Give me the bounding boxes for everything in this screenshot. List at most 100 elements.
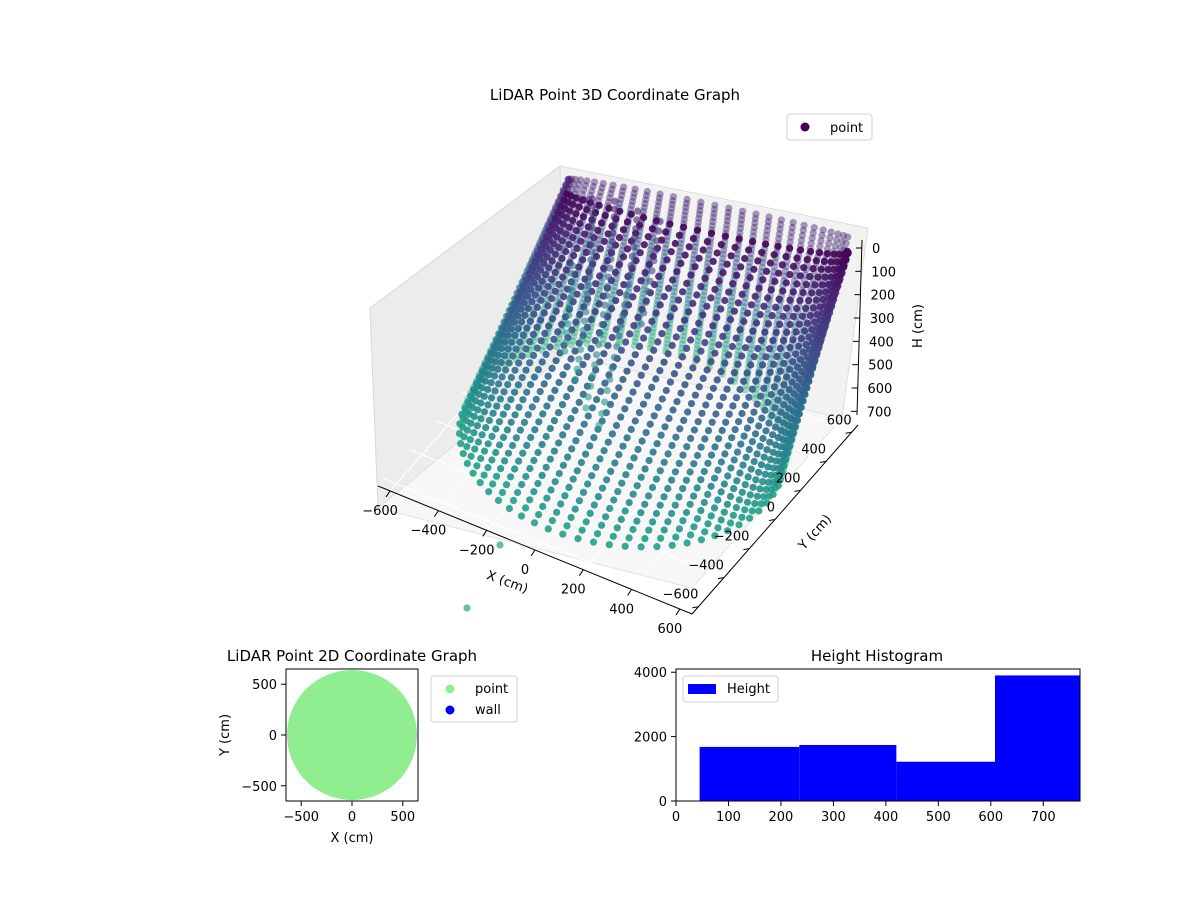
cloud-point xyxy=(707,294,715,302)
cloud-point xyxy=(671,468,680,476)
cloud-point xyxy=(640,241,648,249)
ticks-histogram: 0 100 200 300 400 500 600 700 0 2000 4000 xyxy=(634,666,1056,825)
cloud-point xyxy=(605,541,613,549)
cloud-point xyxy=(572,318,580,326)
cloud-point xyxy=(782,253,790,261)
cloud-point-interior xyxy=(602,292,610,300)
cloud-point xyxy=(530,373,539,381)
cloud-point xyxy=(777,408,785,416)
cloud-point xyxy=(707,451,716,459)
cloud-point xyxy=(640,204,648,212)
cloud-point xyxy=(560,293,568,301)
cloud-point xyxy=(766,259,775,267)
cloud-point xyxy=(664,518,672,526)
cloud-point-interior xyxy=(568,262,576,270)
cloud-point xyxy=(551,478,559,486)
cloud-point xyxy=(510,388,519,396)
cloud-point xyxy=(608,430,617,438)
cloud-point xyxy=(834,230,842,238)
cloud-point xyxy=(477,399,485,407)
cloud-point xyxy=(577,237,585,245)
cloud-point xyxy=(760,453,768,461)
cloud-point xyxy=(690,492,698,500)
cloud-point xyxy=(741,401,750,409)
cloud-point xyxy=(713,249,721,257)
cloud-point xyxy=(577,458,586,467)
y-tick-label-3d: 0 xyxy=(767,501,775,516)
cloud-point xyxy=(679,485,687,493)
cloud-point xyxy=(687,400,696,408)
cloud-point xyxy=(714,524,722,532)
cloud-point xyxy=(617,413,625,421)
cloud-point xyxy=(728,434,736,442)
cloud-point xyxy=(728,342,737,351)
cloud-point xyxy=(795,320,803,328)
cloud-point xyxy=(818,281,826,289)
cloud-point xyxy=(473,422,481,430)
cloud-point xyxy=(710,205,719,213)
cloud-point xyxy=(528,403,536,411)
cloud-point xyxy=(628,197,637,205)
cloud-point-interior xyxy=(598,320,606,329)
cloud-point xyxy=(566,207,574,215)
cloud-point xyxy=(830,250,838,258)
cloud-point xyxy=(825,239,833,247)
cloud-point xyxy=(720,508,728,516)
y-tick-label-3d: 600 xyxy=(827,413,852,428)
cloud-point xyxy=(714,292,722,300)
x-tick-3d xyxy=(578,569,584,576)
cloud-point xyxy=(741,344,750,352)
cloud-point xyxy=(622,338,630,346)
cloud-point xyxy=(668,541,676,549)
cloud-point xyxy=(538,440,546,449)
cloud-point xyxy=(760,493,768,501)
cloud-point xyxy=(637,509,645,517)
cloud-point xyxy=(718,263,726,271)
cloud-point xyxy=(711,201,719,209)
cloud-point-interior xyxy=(596,330,604,338)
cloud-point xyxy=(778,261,786,269)
cloud-point xyxy=(736,229,744,237)
cloud-point xyxy=(655,194,664,202)
cloud-point xyxy=(655,284,664,292)
cloud-point xyxy=(629,293,637,301)
cloud-point xyxy=(480,408,488,416)
cloud-point xyxy=(577,176,585,184)
cloud-point xyxy=(751,214,760,223)
cloud-point xyxy=(609,181,617,189)
cloud-point xyxy=(772,303,780,311)
cloud-point xyxy=(819,295,827,304)
cloud-point-interior xyxy=(585,273,594,281)
cloud-point xyxy=(704,459,712,467)
cloud-point xyxy=(629,490,637,498)
cloud-point xyxy=(761,406,769,414)
y-tick-label-3d: −200 xyxy=(714,530,750,545)
grid-floor-x-line xyxy=(679,419,847,610)
cloud-point xyxy=(565,240,573,249)
cloud-point xyxy=(575,203,583,211)
cloud-point xyxy=(738,352,746,360)
cloud-point xyxy=(665,414,673,422)
cloud-point xyxy=(636,249,644,257)
cloud-point xyxy=(779,287,787,295)
cloud-point xyxy=(526,496,534,504)
cloud-point xyxy=(669,193,678,201)
cloud-point xyxy=(583,206,591,214)
legend-3d: point xyxy=(786,113,873,141)
cloud-point xyxy=(597,219,606,227)
cloud-point-interior xyxy=(571,375,580,383)
cloud-point xyxy=(753,492,762,500)
cloud-point xyxy=(559,220,567,228)
cloud-point xyxy=(598,521,606,529)
cloud-point xyxy=(551,287,559,295)
cloud-point xyxy=(543,494,551,502)
cloud-point xyxy=(559,530,567,538)
cloud-point xyxy=(789,262,798,270)
cloud-point xyxy=(737,216,746,224)
cloud-point xyxy=(664,484,672,493)
cloud-point xyxy=(689,364,697,372)
cloud-point xyxy=(569,234,577,242)
cloud-point xyxy=(546,455,554,463)
cloud-point xyxy=(545,264,553,272)
cloud-point-interior xyxy=(567,278,576,286)
